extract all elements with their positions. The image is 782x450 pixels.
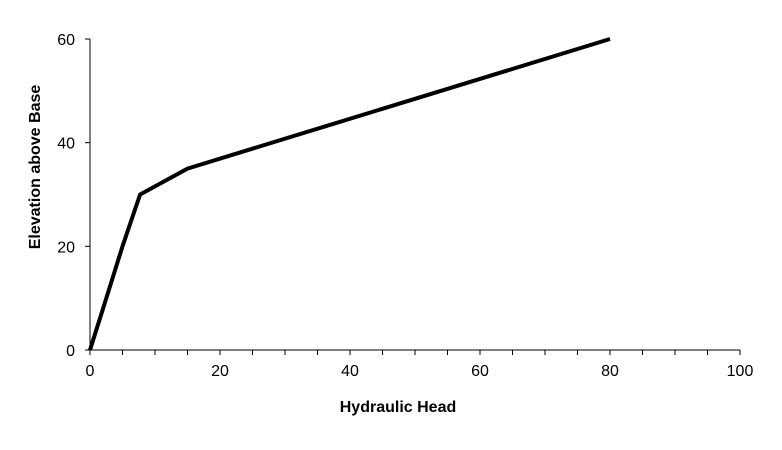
y-axis-title: Elevation above Base: [27, 85, 44, 250]
x-tick-label: 40: [341, 363, 359, 380]
x-tick-label: 0: [86, 363, 95, 380]
x-tick-label: 20: [211, 363, 229, 380]
plot-area: [88, 37, 611, 351]
x-tick-label: 100: [727, 363, 754, 380]
x-tick-label: 60: [471, 363, 489, 380]
x-axis: 0 20 40 60 80 100: [86, 349, 754, 380]
y-tick-label: 20: [57, 239, 75, 256]
y-tick-label: 40: [57, 136, 75, 153]
y-axis: 0 20 40 60: [57, 32, 91, 360]
x-tick-label: 80: [601, 363, 619, 380]
x-axis-title: Hydraulic Head: [340, 399, 456, 416]
series-line: [88, 37, 611, 351]
y-tick-label: 0: [66, 343, 75, 360]
y-tick-label: 60: [57, 32, 75, 49]
